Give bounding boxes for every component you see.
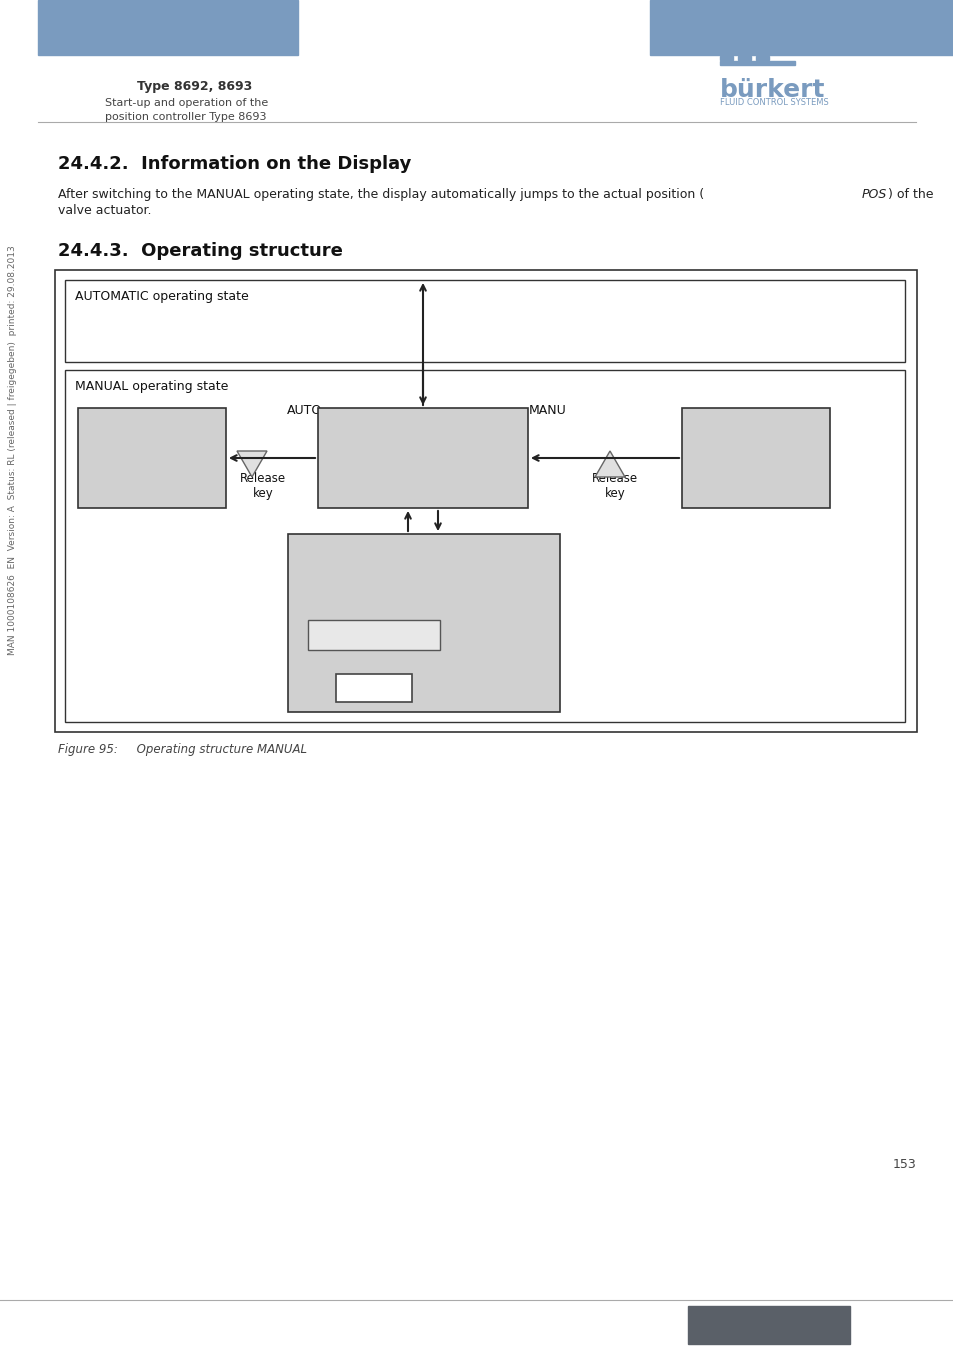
- Bar: [288, 535, 559, 711]
- Text: 24.4.3.  Operating structure: 24.4.3. Operating structure: [58, 242, 342, 261]
- Text: Release: Release: [240, 472, 286, 485]
- Text: Menu option: Menu option: [337, 629, 411, 641]
- Text: 153: 153: [891, 1158, 915, 1172]
- Text: AUTOMATIC operating state: AUTOMATIC operating state: [75, 290, 249, 302]
- Text: Figure 95:     Operating structure MANUAL: Figure 95: Operating structure MANUAL: [58, 743, 307, 756]
- Text: valve actuator.: valve actuator.: [58, 204, 152, 217]
- Text: Display: Display: [399, 431, 446, 443]
- Bar: [720, 61, 794, 65]
- Text: EXIT: EXIT: [375, 533, 402, 547]
- Text: Release: Release: [591, 472, 638, 485]
- Text: Start-up and operation of the: Start-up and operation of the: [105, 99, 268, 108]
- Text: bürkert: bürkert: [720, 78, 824, 103]
- Bar: [755, 55, 768, 59]
- Polygon shape: [236, 451, 267, 477]
- Text: MANU: MANU: [529, 404, 566, 417]
- Bar: [38, 0, 297, 55]
- Text: FLUID CONTROL SYSTEMS: FLUID CONTROL SYSTEMS: [720, 99, 828, 107]
- Bar: [720, 55, 732, 59]
- Text: MANUAL operating state: MANUAL operating state: [75, 379, 228, 393]
- Bar: [681, 408, 829, 508]
- Text: key: key: [253, 487, 274, 500]
- Bar: [65, 279, 904, 362]
- Text: AUTO: AUTO: [287, 404, 322, 417]
- Bar: [738, 55, 750, 59]
- Text: key: key: [604, 487, 625, 500]
- Bar: [308, 620, 439, 649]
- Text: position controller Type 8693: position controller Type 8693: [105, 112, 266, 122]
- Text: ) of the: ) of the: [887, 188, 933, 201]
- Bar: [687, 1305, 849, 1345]
- Text: MAN 1000108626  EN  Version: A  Status: RL (released | freigegeben)  printed: 29: MAN 1000108626 EN Version: A Status: RL …: [9, 246, 17, 655]
- Bar: [65, 370, 904, 722]
- Text: Type 8692, 8693: Type 8692, 8693: [137, 80, 253, 93]
- Bar: [317, 408, 527, 508]
- Text: EXIT: EXIT: [358, 682, 389, 694]
- Text: Configuration: Configuration: [381, 544, 466, 558]
- Text: Valve closed: Valve closed: [112, 451, 191, 464]
- Text: Valve open: Valve open: [720, 451, 790, 464]
- Bar: [78, 408, 226, 508]
- Text: MENU approx. 3s: MENU approx. 3s: [442, 533, 549, 547]
- Polygon shape: [595, 451, 624, 477]
- Text: (no operator action): (no operator action): [363, 450, 482, 463]
- Text: POS: POS: [862, 188, 886, 201]
- Text: 24.4.2.  Information on the Display: 24.4.2. Information on the Display: [58, 155, 411, 173]
- Bar: [55, 270, 916, 732]
- Text: english: english: [745, 1319, 791, 1331]
- Text: After switching to the MANUAL operating state, the display automatically jumps t: After switching to the MANUAL operating …: [58, 188, 703, 201]
- Bar: [649, 0, 953, 55]
- Bar: [335, 674, 412, 702]
